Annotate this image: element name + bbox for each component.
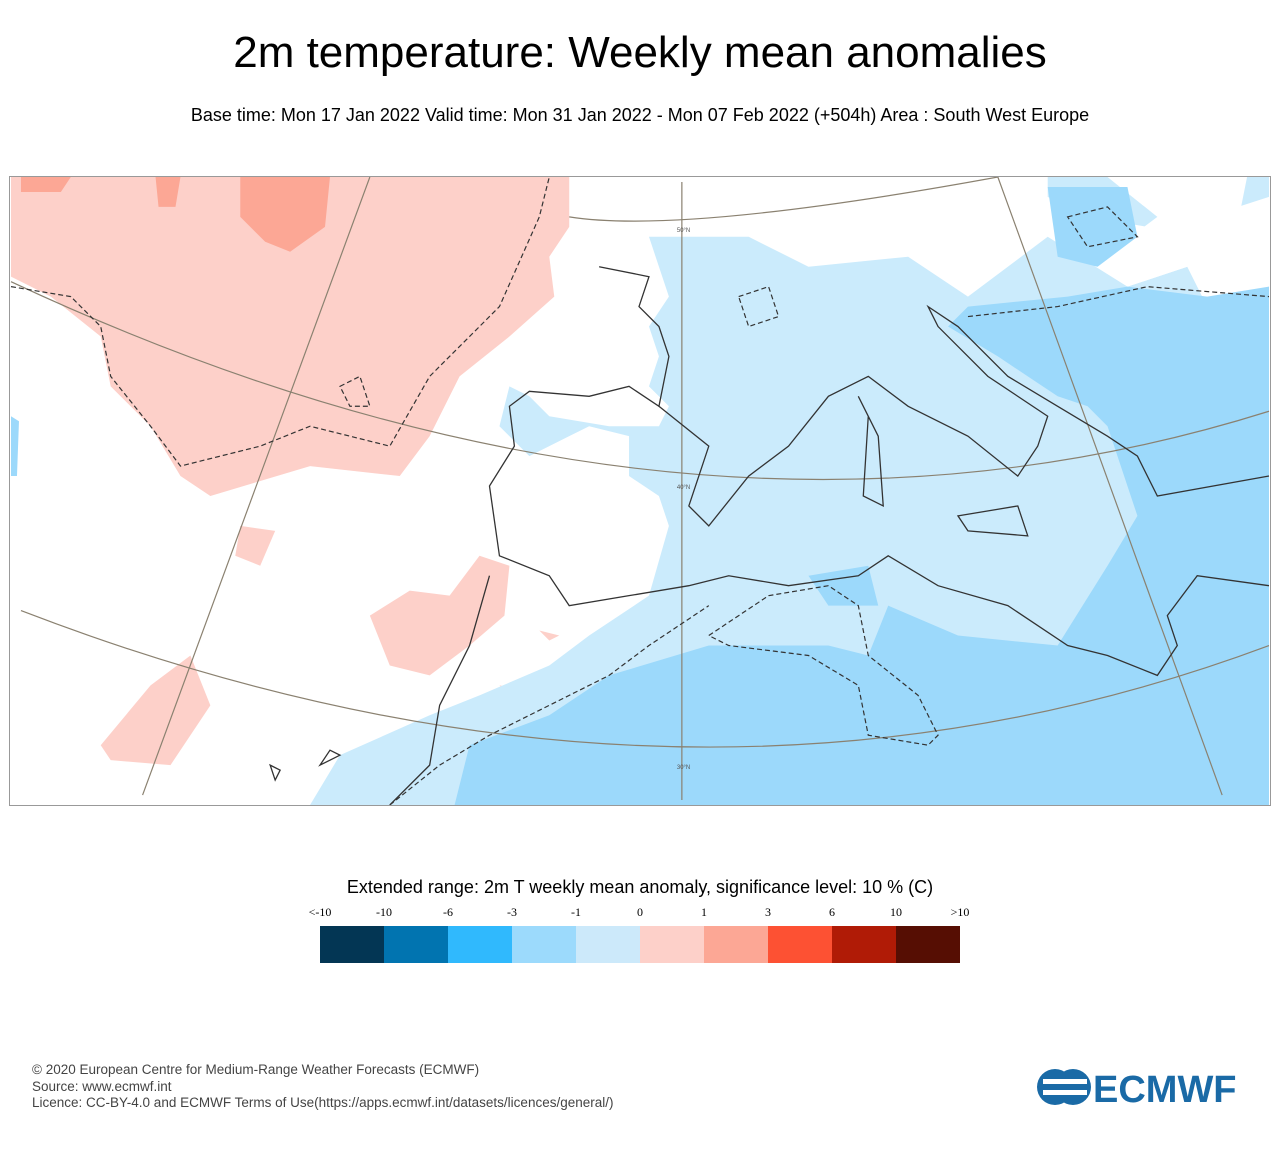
legend-tick-label: 6	[829, 905, 835, 919]
legend-color-box	[512, 926, 576, 963]
legend-tick-label: -1	[571, 905, 581, 919]
significance-contours	[10, 177, 1270, 805]
legend-color-box	[896, 926, 960, 963]
legend-tick-label: 0	[637, 905, 643, 919]
legend-color-box	[640, 926, 704, 963]
lat-label-30n: 30°N	[677, 765, 690, 771]
source-text: Source: www.ecmwf.int	[32, 1078, 172, 1094]
legend-tick-label: >10	[950, 905, 970, 919]
legend-color-box	[576, 926, 640, 963]
footer: © 2020 European Centre for Medium-Range …	[32, 1062, 614, 1112]
ecmwf-logo-text: ECMWF	[1093, 1069, 1237, 1108]
legend-tick-label: -6	[443, 905, 453, 919]
graticule	[10, 177, 1270, 801]
legend-tick-label: 3	[765, 905, 771, 919]
legend-tick-label: -3	[507, 905, 517, 919]
legend-color-box	[448, 926, 512, 963]
legend-tick-label: -10	[376, 905, 392, 919]
legend-color-box	[320, 926, 384, 963]
legend-color-box	[768, 926, 832, 963]
positive-anomaly-region	[11, 177, 570, 496]
coastlines	[269, 266, 1270, 805]
ecmwf-logo-icon	[1037, 1069, 1091, 1105]
licence-text: Licence: CC-BY-4.0 and ECMWF Terms of Us…	[32, 1095, 614, 1110]
legend-tick-label: <-10	[308, 905, 332, 919]
legend-color-box	[384, 926, 448, 963]
legend-tick-label: 10	[890, 905, 902, 919]
chart-subtitle: Base time: Mon 17 Jan 2022 Valid time: M…	[190, 105, 1090, 125]
positive-anomaly-core	[20, 177, 330, 252]
legend-color-box	[832, 926, 896, 963]
legend-tick-label: 1	[701, 905, 707, 919]
negative-moderate-region	[454, 286, 1269, 805]
lat-label-40n: 40°N	[677, 485, 690, 491]
anomaly-map: 50°N 40°N 30°N	[9, 176, 1271, 806]
lat-label-50n: 50°N	[677, 228, 690, 234]
legend-title: Extended range: 2m T weekly mean anomaly…	[346, 877, 934, 897]
legend-color-box	[704, 926, 768, 963]
copyright-text: © 2020 European Centre for Medium-Range …	[32, 1062, 480, 1077]
chart-title: 2m temperature: Weekly mean anomalies	[233, 28, 1047, 77]
ecmwf-logo: ECMWF	[1037, 1069, 1237, 1108]
positive-anomaly-region	[100, 525, 560, 766]
